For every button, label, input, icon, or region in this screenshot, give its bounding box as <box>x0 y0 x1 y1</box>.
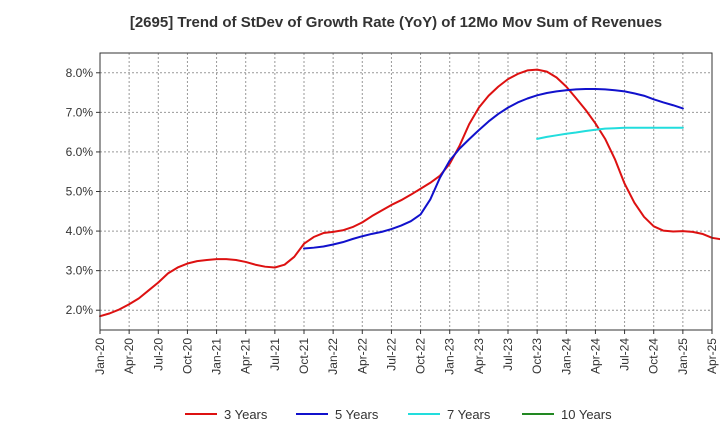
x-tick-label: Jan-23 <box>443 338 457 375</box>
x-tick-label: Oct-23 <box>530 338 544 374</box>
x-tick-label: Jan-24 <box>559 338 573 375</box>
y-axis: 2.0% 3.0% 4.0% 5.0% 6.0% 7.0% 8.0% <box>66 66 100 317</box>
series-line-5-years <box>303 88 684 250</box>
x-tick-label: Jan-21 <box>210 338 224 375</box>
y-tick-label: 3.0% <box>66 264 94 278</box>
x-tick-label: Jan-20 <box>93 338 107 375</box>
x-tick-label: Jul-23 <box>501 338 515 371</box>
x-tick-label: Apr-21 <box>239 338 253 374</box>
legend-label: 5 Years <box>335 407 379 422</box>
chart-title: [2695] Trend of StDev of Growth Rate (Yo… <box>130 14 662 31</box>
legend-label: 10 Years <box>561 407 612 422</box>
x-tick-label: Apr-24 <box>588 338 602 374</box>
x-tick-label: Apr-20 <box>122 338 136 374</box>
series-line-7-years <box>536 126 684 140</box>
series-line-3-years <box>99 68 720 318</box>
x-tick-label: Jan-25 <box>676 338 690 375</box>
y-tick-label: 2.0% <box>66 303 94 317</box>
x-tick-label: Jan-22 <box>326 338 340 375</box>
y-tick-label: 8.0% <box>66 66 94 80</box>
legend-label: 7 Years <box>447 407 491 422</box>
legend: 3 Years 5 Years 7 Years 10 Years <box>185 407 612 422</box>
x-tick-label: Oct-24 <box>647 338 661 374</box>
x-axis: Jan-20 Apr-20 Jul-20 Oct-20 Jan-21 Apr-21 Jul-… <box>93 330 719 375</box>
y-tick-label: 5.0% <box>66 185 94 199</box>
x-tick-label: Jul-20 <box>151 338 165 371</box>
grid <box>99 53 713 330</box>
x-tick-label: Oct-21 <box>297 338 311 374</box>
y-tick-label: 6.0% <box>66 145 94 159</box>
x-tick-label: Apr-22 <box>355 338 369 374</box>
x-tick-label: Jul-21 <box>268 338 282 371</box>
y-tick-label: 7.0% <box>66 105 94 119</box>
x-tick-label: Oct-22 <box>414 338 428 374</box>
x-tick-label: Oct-20 <box>180 338 194 374</box>
series-layer <box>99 68 720 318</box>
x-tick-label: Jul-24 <box>618 338 632 371</box>
legend-label: 3 Years <box>224 407 268 422</box>
x-tick-label: Apr-25 <box>705 338 719 374</box>
y-tick-label: 4.0% <box>66 224 94 238</box>
x-tick-label: Jul-22 <box>384 338 398 371</box>
x-tick-label: Apr-23 <box>472 338 486 374</box>
